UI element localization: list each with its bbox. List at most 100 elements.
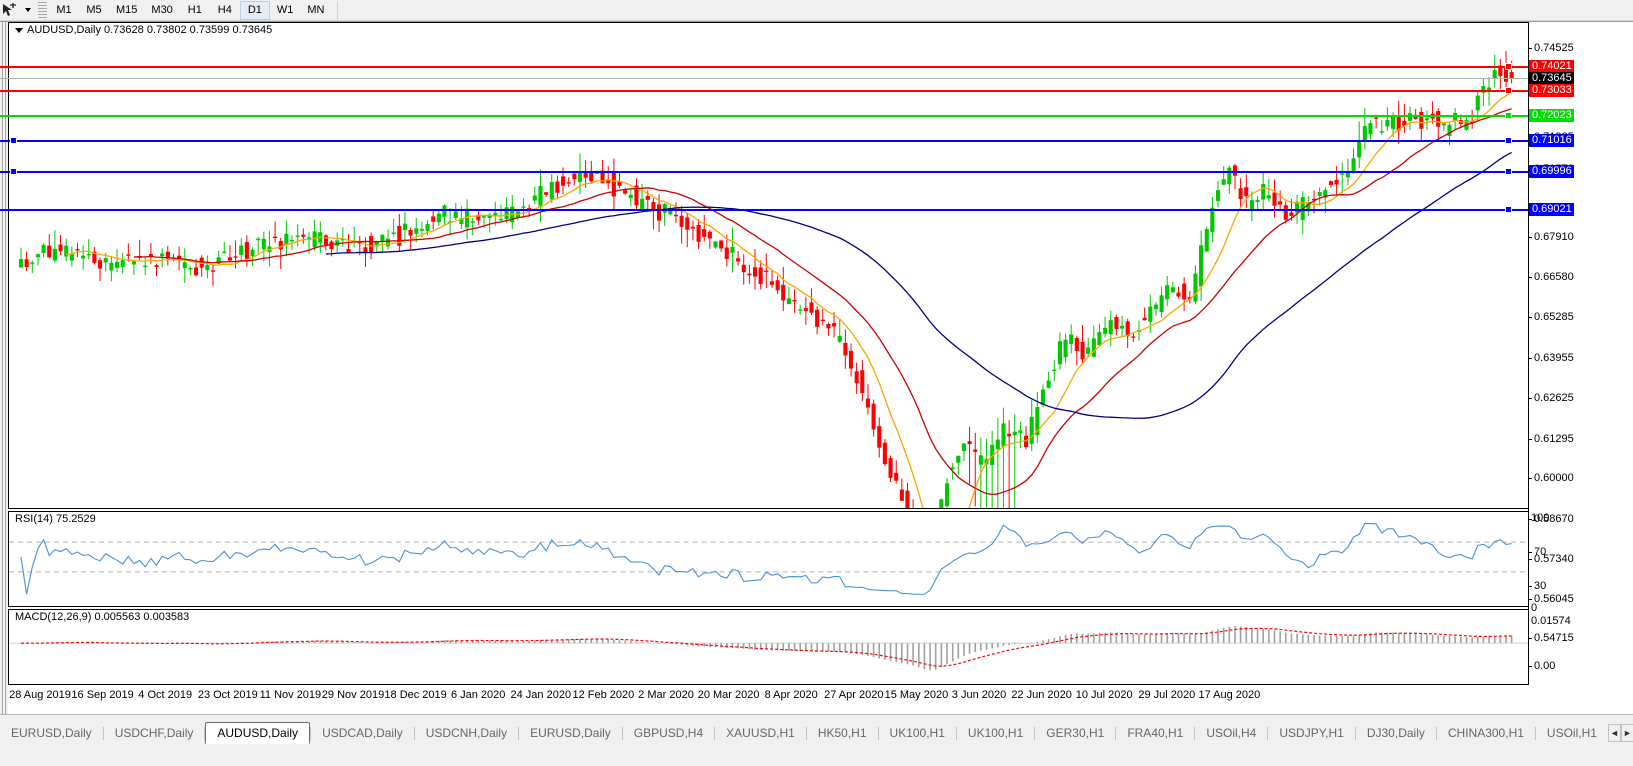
pivot-level[interactable]: 0.72023 <box>1529 109 1574 122</box>
time-axis-label: 15 May 2020 <box>884 689 949 701</box>
time-axis-label: 22 Jun 2020 <box>1011 689 1072 701</box>
time-axis-label: 29 Jul 2020 <box>1138 689 1196 701</box>
support-level-3-handle[interactable] <box>1505 206 1512 213</box>
resistance-level-2-handle[interactable] <box>1505 87 1512 94</box>
tab-divider <box>1435 726 1437 740</box>
macd-canvas <box>9 626 1528 671</box>
tab-divider <box>518 726 520 740</box>
chart-tab-uk100-h1[interactable]: UK100,H1 <box>967 726 1024 740</box>
toolbar-separator <box>38 1 47 19</box>
price-tick: 0.56045 <box>1528 593 1574 605</box>
timeframe-button-m5[interactable]: M5 <box>86 4 102 16</box>
symbol-ohlc-label: AUDUSD,Daily 0.73628 0.73802 0.73599 0.7… <box>13 24 275 36</box>
chart-tab-dj30-daily[interactable]: DJ30,Daily <box>1366 726 1425 740</box>
tab-scroll-left-button[interactable]: ◄ <box>1607 724 1621 742</box>
timeframe-button-m30[interactable]: M30 <box>151 4 173 16</box>
chart-tab-eurusd-daily[interactable]: EURUSD,Daily <box>11 726 92 740</box>
tab-divider <box>1354 726 1356 740</box>
price-scale[interactable]: 0.745250.736450.718850.705700.687450.679… <box>1528 22 1633 728</box>
chart-tab-fra40-h1[interactable]: FRA40,H1 <box>1127 726 1184 740</box>
macd-pane[interactable]: MACD(12,26,9) 0.005563 0.003583 <box>8 609 1528 685</box>
timeframe-button-mn[interactable]: MN <box>307 4 325 16</box>
chart-tab-hk50-h1[interactable]: HK50,H1 <box>817 726 867 740</box>
price-tick-value: 0.56045 <box>1534 593 1574 606</box>
time-axis-label: 17 Aug 2020 <box>1198 689 1261 701</box>
support-level-2-line[interactable] <box>0 171 1528 173</box>
price-tick: 0.60000 <box>1528 472 1574 484</box>
chart-tab-gbpusd-h4[interactable]: GBPUSD,H4 <box>633 726 704 740</box>
chart-tab-ger30-h1[interactable]: GER30,H1 <box>1046 726 1105 740</box>
time-axis-label: 12 Feb 2020 <box>572 689 635 701</box>
pane-collapse-icon[interactable] <box>15 27 23 33</box>
cursor-dropdown-arrow-icon[interactable] <box>22 1 34 20</box>
rsi-tick: 30 <box>1528 580 1546 592</box>
chart-tab-china300-h1[interactable]: CHINA300,H1 <box>1447 726 1524 740</box>
tab-divider <box>1534 726 1536 740</box>
time-axis-label: 16 Sep 2019 <box>71 689 134 701</box>
current-price-label-line[interactable] <box>0 78 1528 79</box>
chart-tab-usoil-h4[interactable]: USOil,H4 <box>1206 726 1257 740</box>
tab-scroll-right-button[interactable]: ► <box>1620 724 1633 742</box>
support-level-1[interactable]: 0.71016 <box>1529 134 1574 147</box>
price-tick: 0.66580 <box>1528 271 1574 283</box>
pivot-level-handle[interactable] <box>1505 112 1512 119</box>
timeframe-button-m1[interactable]: M1 <box>56 4 72 16</box>
resistance-level-1-handle[interactable] <box>1505 63 1512 70</box>
support-level-1-left-handle[interactable] <box>10 137 17 144</box>
price-tick: 0.65285 <box>1528 311 1574 323</box>
support-level-3[interactable]: 0.69021 <box>1529 203 1574 216</box>
price-pane[interactable]: AUDUSD,Daily 0.73628 0.73802 0.73599 0.7… <box>8 22 1528 509</box>
time-axis-label: 4 Oct 2019 <box>138 689 193 701</box>
resistance-level-1-line[interactable] <box>0 66 1528 68</box>
time-axis-label: 10 Jul 2020 <box>1075 689 1133 701</box>
timeframe-button-h4[interactable]: H4 <box>217 4 232 16</box>
time-axis-label: 3 Jun 2020 <box>951 689 1007 701</box>
support-level-1-line[interactable] <box>0 140 1528 142</box>
tab-divider <box>877 726 879 740</box>
rsi-pane[interactable]: RSI(14) 75.2529 <box>8 511 1528 607</box>
tab-divider <box>621 726 623 740</box>
chart-area[interactable]: AUDUSD,Daily 0.73628 0.73802 0.73599 0.7… <box>0 21 1633 728</box>
timeframe-button-w1[interactable]: W1 <box>276 4 294 16</box>
chart-tab-bar[interactable]: EURUSD,Daily USDCHF,Daily AUDUSD,Daily USDC… <box>0 714 1633 766</box>
price-tick-value: 0.54715 <box>1534 632 1574 645</box>
tab-nav-buttons[interactable]: ◄ ► <box>1607 722 1633 744</box>
time-axis[interactable]: 28 Aug 2019 16 Sep 2019 4 Oct 2019 23 Oct 2… <box>8 686 1528 707</box>
chart-tab-eurusd-daily[interactable]: EURUSD,Daily <box>530 726 611 740</box>
time-axis-label: 6 Jan 2020 <box>450 689 506 701</box>
chart-tab-usoil-h1[interactable]: USOil,H1 <box>1546 726 1597 740</box>
time-axis-label: 24 Jan 2020 <box>510 689 572 701</box>
tab-divider <box>714 726 716 740</box>
macd-label: MACD(12,26,9) 0.005563 0.003583 <box>13 611 192 623</box>
chart-tab-usdcad-daily[interactable]: USDCAD,Daily <box>322 726 403 740</box>
resistance-level-2[interactable]: 0.73033 <box>1529 84 1574 97</box>
support-level-1-handle[interactable] <box>1505 137 1512 144</box>
pivot-level-line[interactable] <box>0 115 1528 117</box>
chart-tab-audusd-daily[interactable]: AUDUSD,Daily <box>205 722 311 744</box>
price-tick-value: 0.67910 <box>1534 231 1574 244</box>
support-level-2-left-handle[interactable] <box>10 168 17 175</box>
chart-tab-uk100-h1[interactable]: UK100,H1 <box>889 726 945 740</box>
chart-tab-usdchf-daily[interactable]: USDCHF,Daily <box>114 726 194 740</box>
price-tick-value: 0.60000 <box>1534 472 1574 485</box>
timeframe-button-d1[interactable]: D1 <box>239 0 270 20</box>
timeframe-button-m15[interactable]: M15 <box>116 4 138 16</box>
support-level-3-line[interactable] <box>0 209 1528 211</box>
current-price-label[interactable]: 0.73645 <box>1529 72 1574 85</box>
chart-tab-usdjpy-h1[interactable]: USDJPY,H1 <box>1279 726 1344 740</box>
resistance-level-2-line[interactable] <box>0 90 1528 92</box>
price-tick: 0.54715 <box>1528 632 1574 644</box>
macd-tick: 0.01574 <box>1531 615 1571 628</box>
crosshair-cursor-icon[interactable] <box>0 1 22 20</box>
chart-tab-usdcnh-daily[interactable]: USDCNH,Daily <box>425 726 508 740</box>
price-tick-value: 0.74525 <box>1534 42 1574 55</box>
support-level-2[interactable]: 0.69996 <box>1529 165 1574 178</box>
price-tick: 0.61295 <box>1528 433 1574 445</box>
resistance-level-1[interactable]: 0.74021 <box>1529 60 1574 73</box>
tab-divider <box>1115 726 1117 740</box>
tab-divider <box>204 726 206 740</box>
timeframe-button-h1[interactable]: H1 <box>187 4 202 16</box>
time-axis-label: 20 Mar 2020 <box>697 689 760 701</box>
chart-tab-xauusd-h1[interactable]: XAUUSD,H1 <box>726 726 795 740</box>
support-level-2-handle[interactable] <box>1505 168 1512 175</box>
